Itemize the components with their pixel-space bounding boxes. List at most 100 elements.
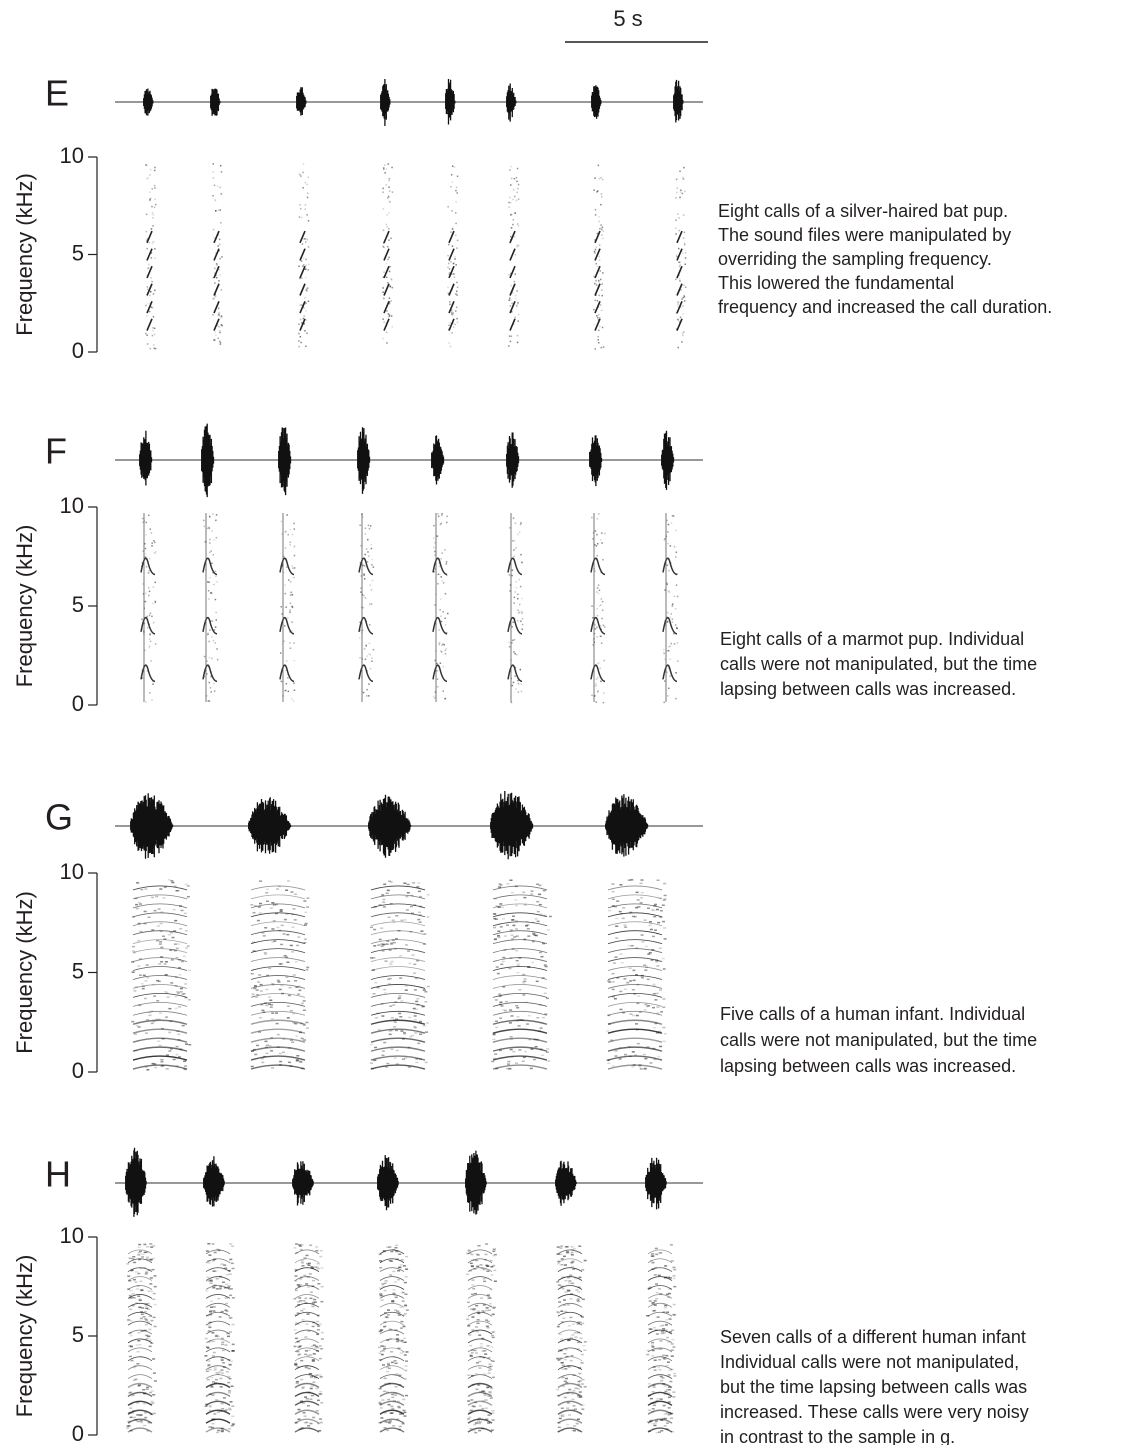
spectrogram-noise [293,908,296,910]
spectrogram-noise [214,268,216,270]
spectrogram-noise [364,578,366,580]
harmonic [214,249,219,261]
spectrogram-noise [577,1388,580,1390]
spectrogram-noise [259,1017,262,1019]
spectrogram-noise [276,1023,279,1025]
spectrogram-noise [260,990,263,992]
spectrogram-noise [540,1027,543,1029]
spectrogram-noise [447,206,449,208]
spectrogram-noise [405,1395,408,1397]
spectrogram-noise [297,1284,300,1286]
spectrogram-noise [389,297,391,299]
harmonic [371,1020,425,1024]
spectrogram-noise [212,1381,215,1383]
spectrogram-noise [136,882,139,884]
spectrogram-noise [471,1294,474,1296]
spectrogram-noise [679,278,681,280]
spectrogram-noise [439,644,441,646]
harmonic [449,249,454,261]
spectrogram-noise [284,919,287,921]
spectrogram-noise [682,305,684,307]
spectrogram-noise [369,624,371,626]
spectrogram-noise [205,1338,208,1340]
spectrogram-noise [218,210,220,212]
y-tick-label: 5 [72,958,84,983]
spectrogram-noise [392,326,394,328]
harmonic [595,266,600,278]
spectrogram-noise [515,928,518,930]
harmonic [608,931,662,935]
spectrogram-noise [660,1011,663,1013]
spectrogram-noise [440,599,442,601]
spectrogram-noise [146,522,148,524]
spectrogram-noise [382,318,384,320]
spectrogram-noise [132,1256,135,1258]
spectrogram-noise [148,1329,151,1331]
spectrogram-noise [363,575,365,577]
spectrogram-noise [522,994,525,996]
spectrogram-noise [637,1043,640,1045]
spectrogram-noise [282,1052,285,1054]
harmonic [371,967,425,971]
spectrogram-noise [508,206,510,208]
spectrogram-noise [389,178,391,180]
spectrogram-noise [388,239,390,241]
spectrogram-noise [310,1376,313,1378]
spectrogram-noise [216,514,218,516]
spectrogram-noise [207,1366,210,1368]
spectrogram-noise [571,1283,574,1285]
spectrogram-noise [298,333,300,335]
spectrogram-noise [655,1298,658,1300]
spectrogram-noise [254,985,257,987]
spectrogram-noise [516,290,518,292]
spectrogram-noise [650,1398,653,1400]
spectrogram-noise [675,556,677,558]
spectrogram-noise [581,1409,584,1411]
harmonic [493,975,547,979]
spectrogram-noise [303,264,305,266]
spectrogram-noise [210,1307,213,1309]
spectrogram-noise [218,1371,221,1373]
spectrogram-noise [405,985,408,987]
spectrogram-noise [520,524,522,526]
spectrogram-noise [671,1350,674,1352]
spectrogram-noise [414,1032,417,1034]
spectrogram-noise [541,1055,544,1057]
spectrogram-noise [220,209,222,211]
spectrogram-noise [651,1345,654,1347]
spectrogram-noise [568,1280,571,1282]
spectrogram-noise [150,660,152,662]
spectrogram-noise [153,293,155,295]
spectrogram-noise [220,342,222,344]
spectrogram-noise [304,1415,307,1417]
spectrogram-noise [319,1323,322,1325]
spectrogram-noise [154,334,156,336]
spectrogram-noise [149,191,151,193]
spectrogram-noise [398,995,401,997]
spectrogram-noise [434,697,436,699]
spectrogram-noise [164,991,167,993]
spectrogram-noise [207,661,209,663]
spectrogram-noise [511,303,513,305]
spectrogram-noise [564,1397,567,1399]
spectrogram-noise [370,525,372,527]
spectrogram-noise [678,248,680,250]
spectrogram-noise [187,885,190,887]
caption-line: lapsing between calls was increased. [720,1056,1016,1076]
spectrogram-noise [180,991,183,993]
spectrogram-noise [568,1282,571,1284]
spectrogram-noise [489,1391,492,1393]
spectrogram-noise [219,274,221,276]
spectrogram-noise [232,1344,235,1346]
spectrogram-noise [230,1401,233,1403]
spectrogram-noise [389,949,392,951]
spectrogram-noise [448,263,450,265]
spectrogram-noise [514,597,516,599]
spectrogram-noise [397,1270,400,1272]
harmonic [608,1029,662,1033]
spectrogram-noise [652,936,655,938]
spectrogram-noise [581,1323,584,1325]
spectrogram-noise [381,1345,384,1347]
spectrogram-noise [306,967,309,969]
harmonic [433,665,447,681]
